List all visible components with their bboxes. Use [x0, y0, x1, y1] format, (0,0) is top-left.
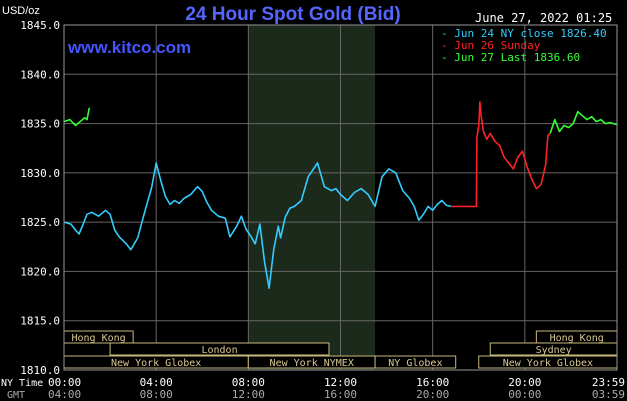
legend-item-last: - Jun 27 Last 1836.60 — [441, 51, 580, 64]
series-line-1 — [63, 162, 452, 290]
legend-item-sunday: - Jun 26 Sunday — [441, 39, 541, 52]
legend-item-ny-close: - Jun 24 NY close 1826.40 — [441, 27, 607, 40]
series-line-3 — [63, 107, 91, 127]
y-tick-label: 1810.0 — [20, 364, 60, 377]
ny-time-tick: 20:00 — [508, 376, 541, 389]
watermark: www.kitco.com — [67, 38, 191, 57]
gmt-time-tick: 00:00 — [508, 388, 541, 401]
y-tick-label: 1815.0 — [20, 315, 60, 328]
plot-frame — [63, 24, 618, 371]
chart-date: June 27, 2022 01:25 — [475, 11, 612, 25]
ny-time-tick: 08:00 — [232, 376, 265, 389]
ny-time-tick: 04:00 — [140, 376, 173, 389]
gmt-time-tick: 12:00 — [232, 388, 265, 401]
gmt-time-tick: 16:00 — [324, 388, 357, 401]
ny-time-tick: 00:00 — [48, 376, 81, 389]
y-tick-label: 1835.0 — [20, 118, 60, 131]
gmt-time-tick: 08:00 — [140, 388, 173, 401]
session-label: New York Globex — [503, 358, 593, 369]
y-tick-label: 1845.0 — [20, 19, 60, 32]
ny-time-axis-label: NY Time — [1, 378, 43, 389]
session-label: Hong Kong — [71, 333, 125, 344]
nymex-shade — [248, 25, 376, 370]
session-label: Sydney — [536, 345, 572, 356]
y-tick-label: 1830.0 — [20, 167, 60, 180]
session-bar-left — [374, 355, 457, 369]
session-label: New York Globex — [111, 358, 201, 369]
y-tick-label: 1825.0 — [20, 216, 60, 229]
gmt-time-tick: 20:00 — [416, 388, 449, 401]
session-label: NY Globex — [388, 358, 442, 369]
y-tick-label: 1820.0 — [20, 265, 60, 278]
session-label: Hong Kong — [550, 333, 604, 344]
session-bar-left — [109, 342, 330, 356]
session-label: London — [201, 345, 237, 356]
gmt-axis-label: GMT — [7, 390, 25, 401]
chart-title: 24 Hour Spot Gold (Bid) — [185, 4, 400, 25]
series-line-3 — [549, 110, 618, 134]
ny-time-tick: 12:00 — [324, 376, 357, 389]
ny-time-tick: 16:00 — [416, 376, 449, 389]
y-tick-label: 1840.0 — [20, 68, 60, 81]
y-unit-label: USD/oz — [2, 5, 40, 17]
series-line-2 — [451, 101, 551, 208]
gmt-time-tick: 03:59 — [592, 388, 625, 401]
session-label: New York NYMEX — [270, 358, 354, 369]
ny-time-tick: 23:59 — [592, 376, 625, 389]
gmt-time-tick: 04:00 — [48, 388, 81, 401]
